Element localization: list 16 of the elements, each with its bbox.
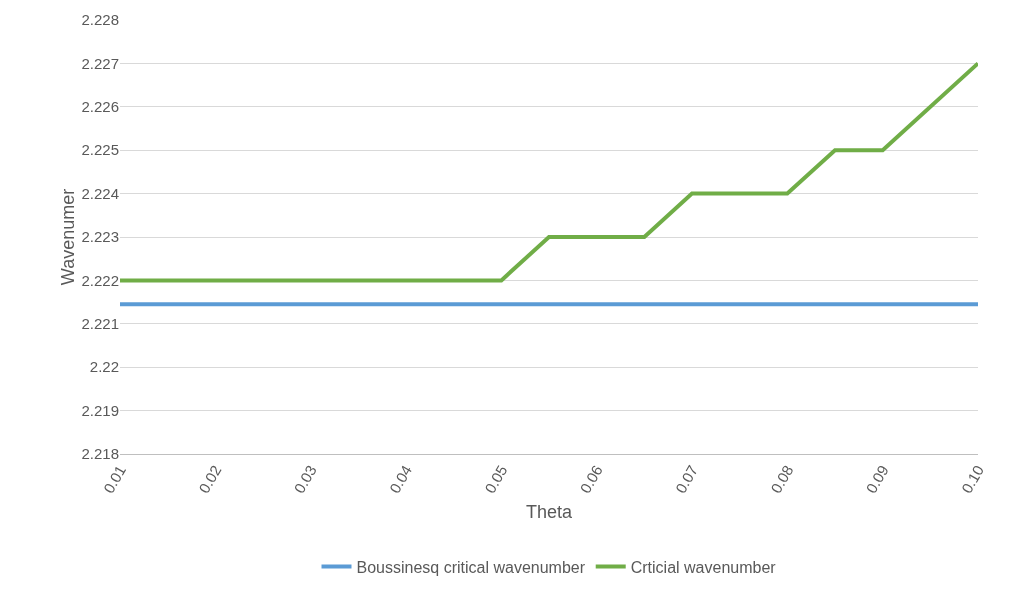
y-tick-label: 2.228 <box>81 11 119 29</box>
y-tick-label: 2.226 <box>81 98 119 116</box>
y-tick-label: 2.221 <box>81 315 119 333</box>
y-tick-label: 2.223 <box>81 228 119 246</box>
y-tick-label: 2.225 <box>81 141 119 159</box>
y-tick-label: 2.22 <box>89 358 119 376</box>
x-axis-title: Theta <box>525 502 573 522</box>
line-series <box>120 61 978 283</box>
y-tick-label: 2.218 <box>81 445 119 463</box>
y-axis-title: Wavenumer <box>58 188 78 286</box>
y-tick-label: 2.219 <box>81 401 119 419</box>
legend-label: Boussinesq critical wavenumber <box>356 558 586 576</box>
y-tick-label: 2.222 <box>81 271 119 289</box>
y-tick-label: 2.227 <box>81 54 119 72</box>
legend-label: Crticial wavenumber <box>630 558 777 576</box>
y-tick-label: 2.224 <box>81 184 119 202</box>
